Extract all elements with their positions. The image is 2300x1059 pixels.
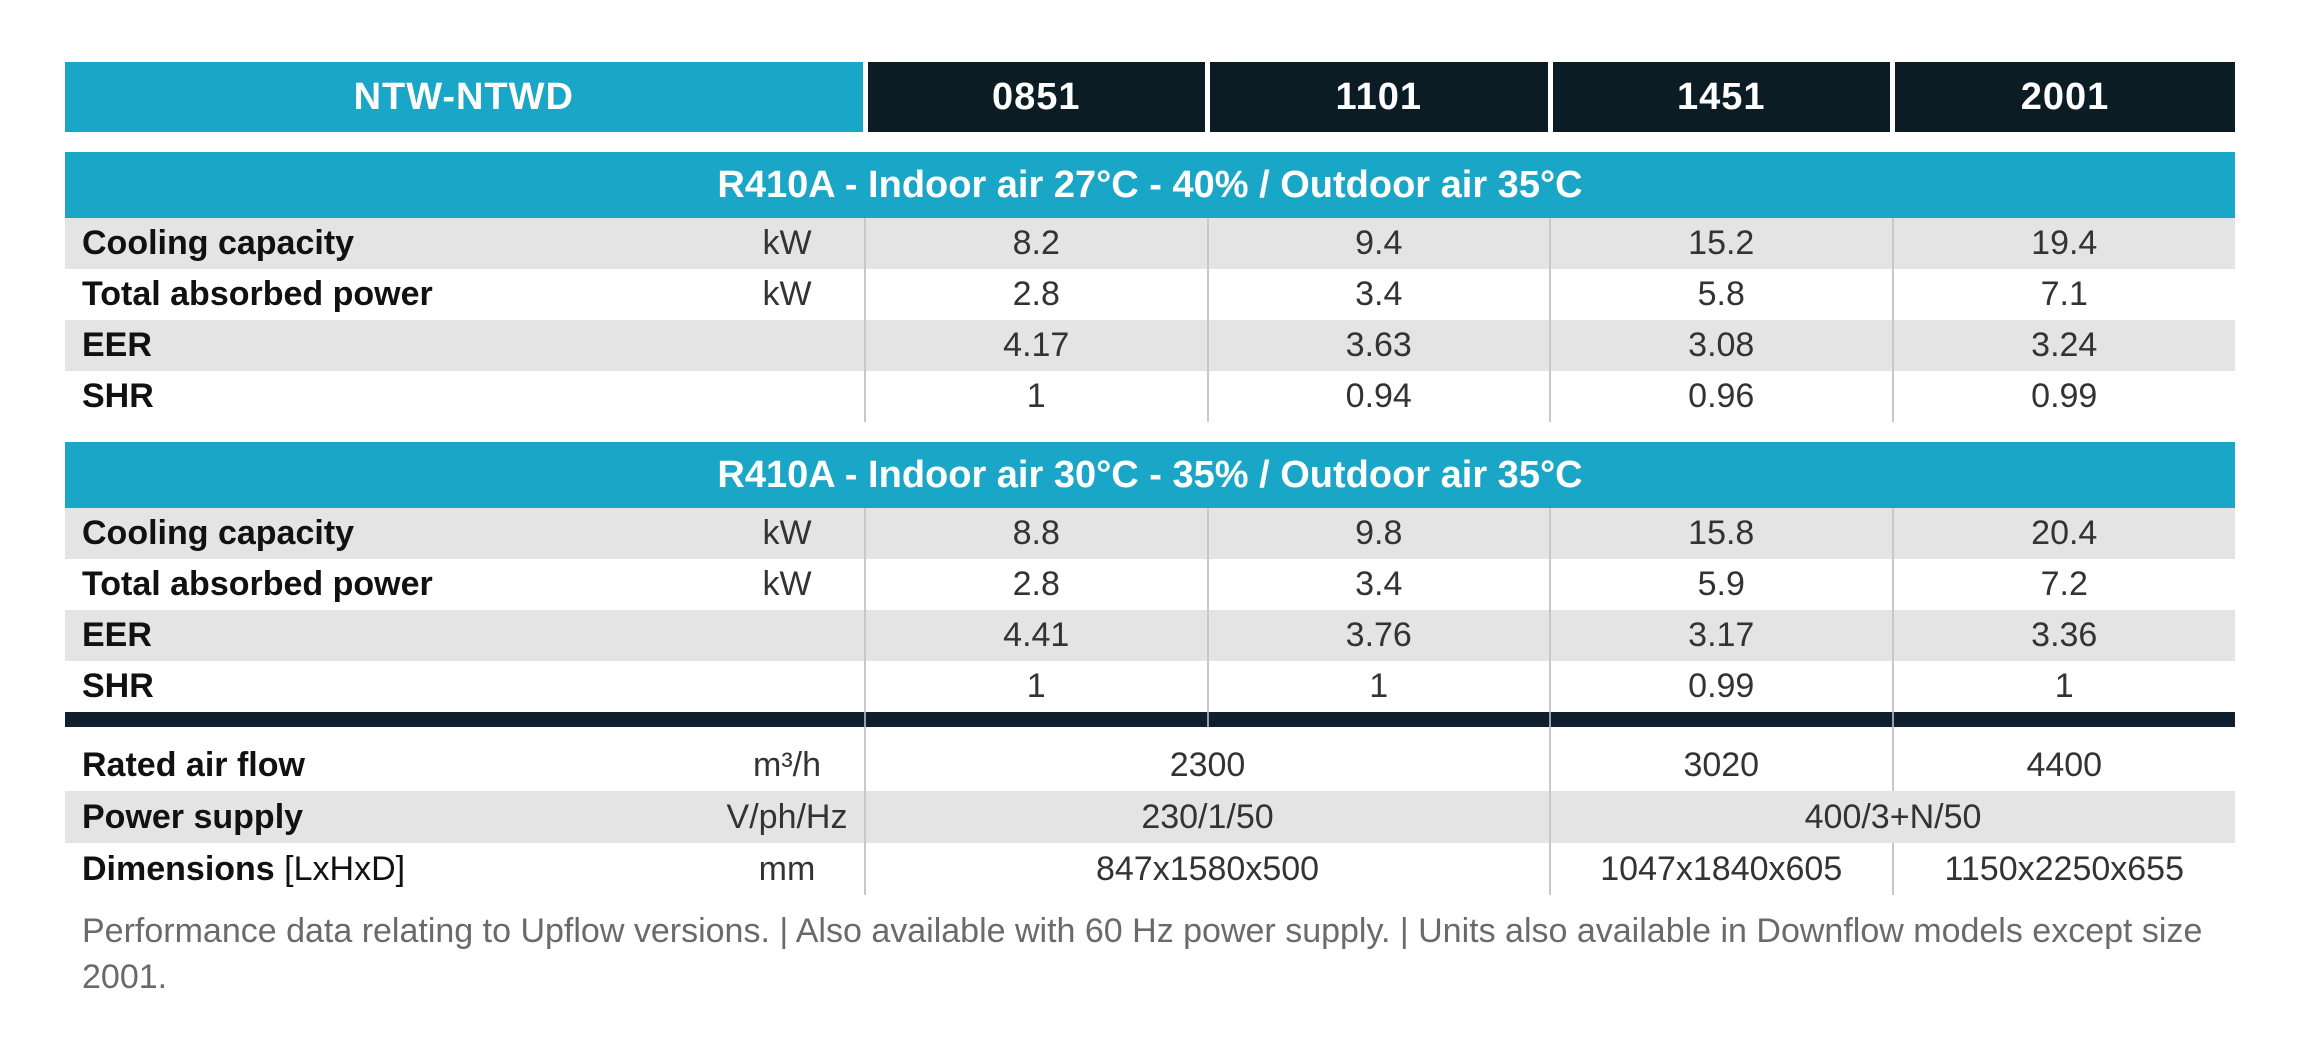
size-header-1451: 1451 (1547, 62, 1893, 132)
spec-table: NTW-NTWD 0851 1101 1451 2001 R410A - Ind… (65, 62, 2236, 895)
cell-value: 1 (1206, 661, 1551, 712)
cell-value: 1 (864, 661, 1208, 712)
size-header-0851: 0851 (862, 62, 1208, 132)
row-unit (670, 661, 865, 712)
spec-table-container: NTW-NTWD 0851 1101 1451 2001 R410A - Ind… (65, 62, 2236, 895)
cell-value: 5.9 (1549, 559, 1893, 610)
cell-value: 4400 (1891, 727, 2236, 791)
cell-value: 3.08 (1549, 320, 1893, 371)
row-unit: kW (762, 275, 812, 313)
cell-value: 3.63 (1206, 320, 1551, 371)
cell-value: 3.76 (1206, 610, 1551, 661)
cell-value: 4.17 (864, 320, 1208, 371)
cell-value: 9.4 (1206, 218, 1551, 269)
table-row: SHR 1 1 0.99 1 (65, 661, 2236, 712)
cell-value: 7.1 (1891, 269, 2236, 320)
cell-value: 1047x1840x605 (1549, 843, 1893, 895)
row-label-dimensions: Dimensions [LxHxD] (65, 843, 670, 895)
cell-value: 3020 (1549, 727, 1893, 791)
table-row: Total absorbed power kW 2.8 3.4 5.9 7.2 (65, 559, 2236, 610)
size-header-1101: 1101 (1205, 62, 1551, 132)
footnote: Performance data relating to Upflow vers… (82, 912, 2203, 996)
row-label-suffix: [LxHxD] (284, 849, 406, 888)
row-unit: mm (758, 849, 816, 888)
cell-value: 3.17 (1549, 610, 1893, 661)
table-row: Cooling capacity kW 8.8 9.8 15.8 20.4 (65, 508, 2236, 559)
row-unit (670, 610, 866, 661)
cell-value: 2300 (864, 727, 1551, 791)
row-label: Power supply (65, 791, 670, 843)
cell-value: 15.2 (1549, 218, 1893, 269)
table-row: Power supply V/ph/Hz 230/1/50 400/3+N/50 (65, 791, 2236, 843)
section-1-title: R410A - Indoor air 27°C - 40% / Outdoor … (65, 152, 2236, 218)
row-unit: kW (670, 508, 866, 559)
header-row: NTW-NTWD 0851 1101 1451 2001 (65, 62, 2236, 132)
row-unit: m³/h (753, 745, 821, 784)
row-label: Cooling capacity (65, 218, 670, 269)
section-divider (65, 712, 2236, 727)
cell-value: 2.8 (864, 559, 1208, 610)
row-label: EER (65, 610, 670, 661)
cell-value: 230/1/50 (864, 791, 1551, 843)
row-label: Rated air flow (82, 745, 305, 784)
row-label: Dimensions (82, 849, 275, 888)
cell-value: 0.99 (1549, 661, 1893, 712)
table-row: Total absorbed power kW 2.8 3.4 5.8 7.1 (65, 269, 2236, 320)
cell-value: 1 (1891, 661, 2236, 712)
table-row: SHR 1 0.94 0.96 0.99 (65, 371, 2236, 422)
table-row: Cooling capacity kW 8.2 9.4 15.2 19.4 (65, 218, 2236, 269)
cell-value: 8.2 (864, 218, 1208, 269)
cell-value: 1150x2250x655 (1891, 843, 2236, 895)
cell-value: 2.8 (864, 269, 1208, 320)
row-unit: kW (762, 565, 812, 603)
size-header-2001: 2001 (1890, 62, 2236, 132)
cell-value: 3.4 (1206, 559, 1551, 610)
cell-value: 7.2 (1891, 559, 2236, 610)
table-row: Dimensions [LxHxD] mm 847x1580x500 1047x… (65, 843, 2236, 895)
row-label: Cooling capacity (65, 508, 670, 559)
row-unit: V/ph/Hz (670, 791, 866, 843)
cell-value: 19.4 (1891, 218, 2236, 269)
cell-value: 9.8 (1206, 508, 1551, 559)
row-label: Total absorbed power (82, 565, 433, 603)
row-unit (670, 320, 866, 371)
cell-value: 4.41 (864, 610, 1208, 661)
section-1-banner: R410A - Indoor air 27°C - 40% / Outdoor … (65, 152, 2236, 218)
cell-value: 20.4 (1891, 508, 2236, 559)
table-row: Rated air flow m³/h 2300 3020 4400 (65, 727, 2236, 791)
table-row: EER 4.41 3.76 3.17 3.36 (65, 610, 2236, 661)
cell-value: 847x1580x500 (864, 843, 1551, 895)
row-unit: kW (670, 218, 866, 269)
cell-value: 0.94 (1206, 371, 1551, 422)
cell-value: 0.96 (1549, 371, 1893, 422)
model-header: NTW-NTWD (65, 62, 866, 132)
cell-value: 3.4 (1206, 269, 1551, 320)
cell-value: 3.24 (1891, 320, 2236, 371)
row-label: SHR (82, 377, 154, 415)
table-row: EER 4.17 3.63 3.08 3.24 (65, 320, 2236, 371)
cell-value: 0.99 (1891, 371, 2236, 422)
cell-value: 5.8 (1549, 269, 1893, 320)
cell-value: 1 (864, 371, 1208, 422)
cell-value: 8.8 (864, 508, 1208, 559)
row-label: SHR (82, 667, 154, 705)
section-2-banner: R410A - Indoor air 30°C - 35% / Outdoor … (65, 442, 2236, 508)
row-label: EER (65, 320, 670, 371)
cell-value: 15.8 (1549, 508, 1893, 559)
cell-value: 3.36 (1891, 610, 2236, 661)
cell-value: 400/3+N/50 (1549, 791, 2236, 843)
row-unit (670, 371, 865, 422)
section-2-title: R410A - Indoor air 30°C - 35% / Outdoor … (65, 442, 2236, 508)
row-label: Total absorbed power (82, 275, 433, 313)
